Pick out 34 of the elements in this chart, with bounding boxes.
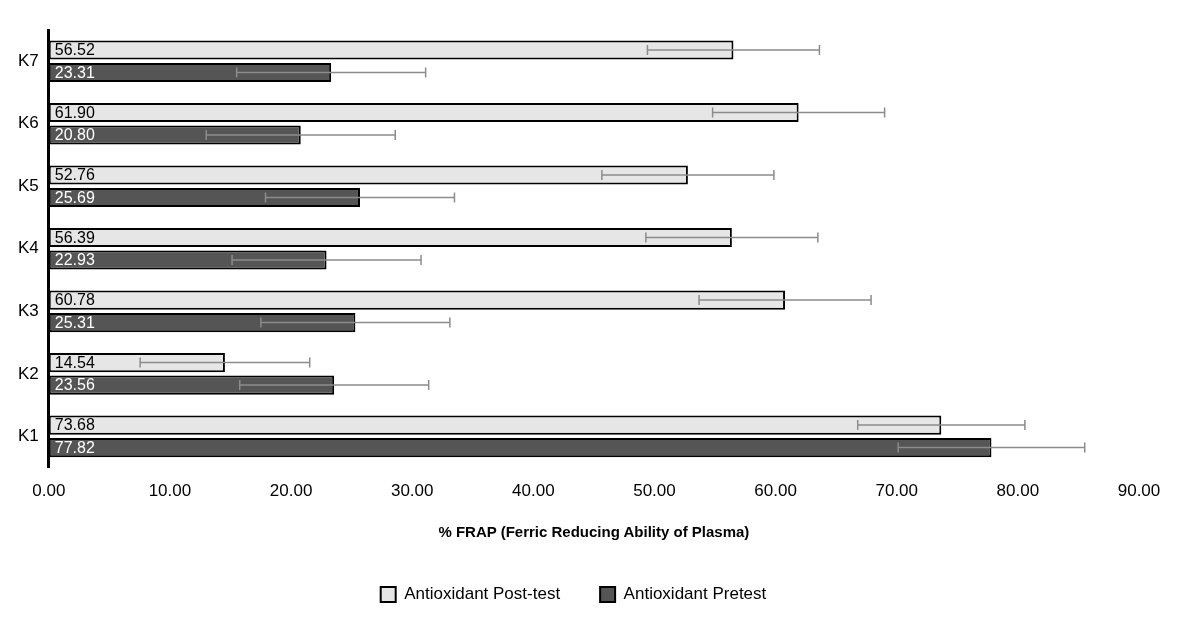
x-tick-label: 50.00: [633, 481, 676, 501]
y-tick-label: K7: [18, 50, 39, 70]
x-tick-label: 10.00: [148, 481, 192, 501]
x-tick-label: 60.00: [754, 481, 797, 501]
y-tick-label: K3: [18, 301, 39, 320]
x-tick-label: 0.00: [32, 481, 66, 501]
data-label: 25.69: [54, 188, 95, 206]
x-tick-label: 20.00: [269, 481, 313, 501]
data-label: 23.56: [54, 376, 95, 394]
x-axis-title: % FRAP (Ferric Reducing Ability of Plasma): [438, 523, 750, 541]
data-label: 56.52: [54, 41, 95, 59]
legend-label: Antioxidant Pretest: [623, 584, 767, 604]
data-label: 73.68: [54, 416, 95, 434]
y-tick-label: K1: [18, 426, 39, 446]
y-tick-label: K6: [18, 113, 39, 133]
x-tick-label: 40.00: [512, 481, 555, 501]
x-tick-label: 80.00: [996, 481, 1040, 501]
data-label: 60.78: [54, 291, 95, 309]
y-tick-label: K2: [18, 363, 39, 383]
data-label: 56.39: [54, 228, 95, 246]
data-label: 61.90: [54, 103, 95, 121]
x-tick-label: 70.00: [875, 481, 919, 501]
x-tick-label: 90.00: [1117, 481, 1161, 501]
data-label: 22.93: [54, 251, 95, 269]
data-label: 20.80: [54, 126, 95, 144]
data-label: 52.76: [54, 166, 95, 184]
data-label: 25.31: [54, 313, 95, 331]
data-label: 14.54: [54, 353, 95, 371]
data-label: 77.82: [54, 439, 95, 456]
data-label: 23.31: [54, 63, 95, 81]
legend-label: Antioxidant Post-test: [404, 584, 561, 604]
y-tick-label: K5: [18, 175, 39, 195]
x-tick-label: 30.00: [390, 481, 434, 501]
y-tick-label: K4: [18, 238, 39, 258]
